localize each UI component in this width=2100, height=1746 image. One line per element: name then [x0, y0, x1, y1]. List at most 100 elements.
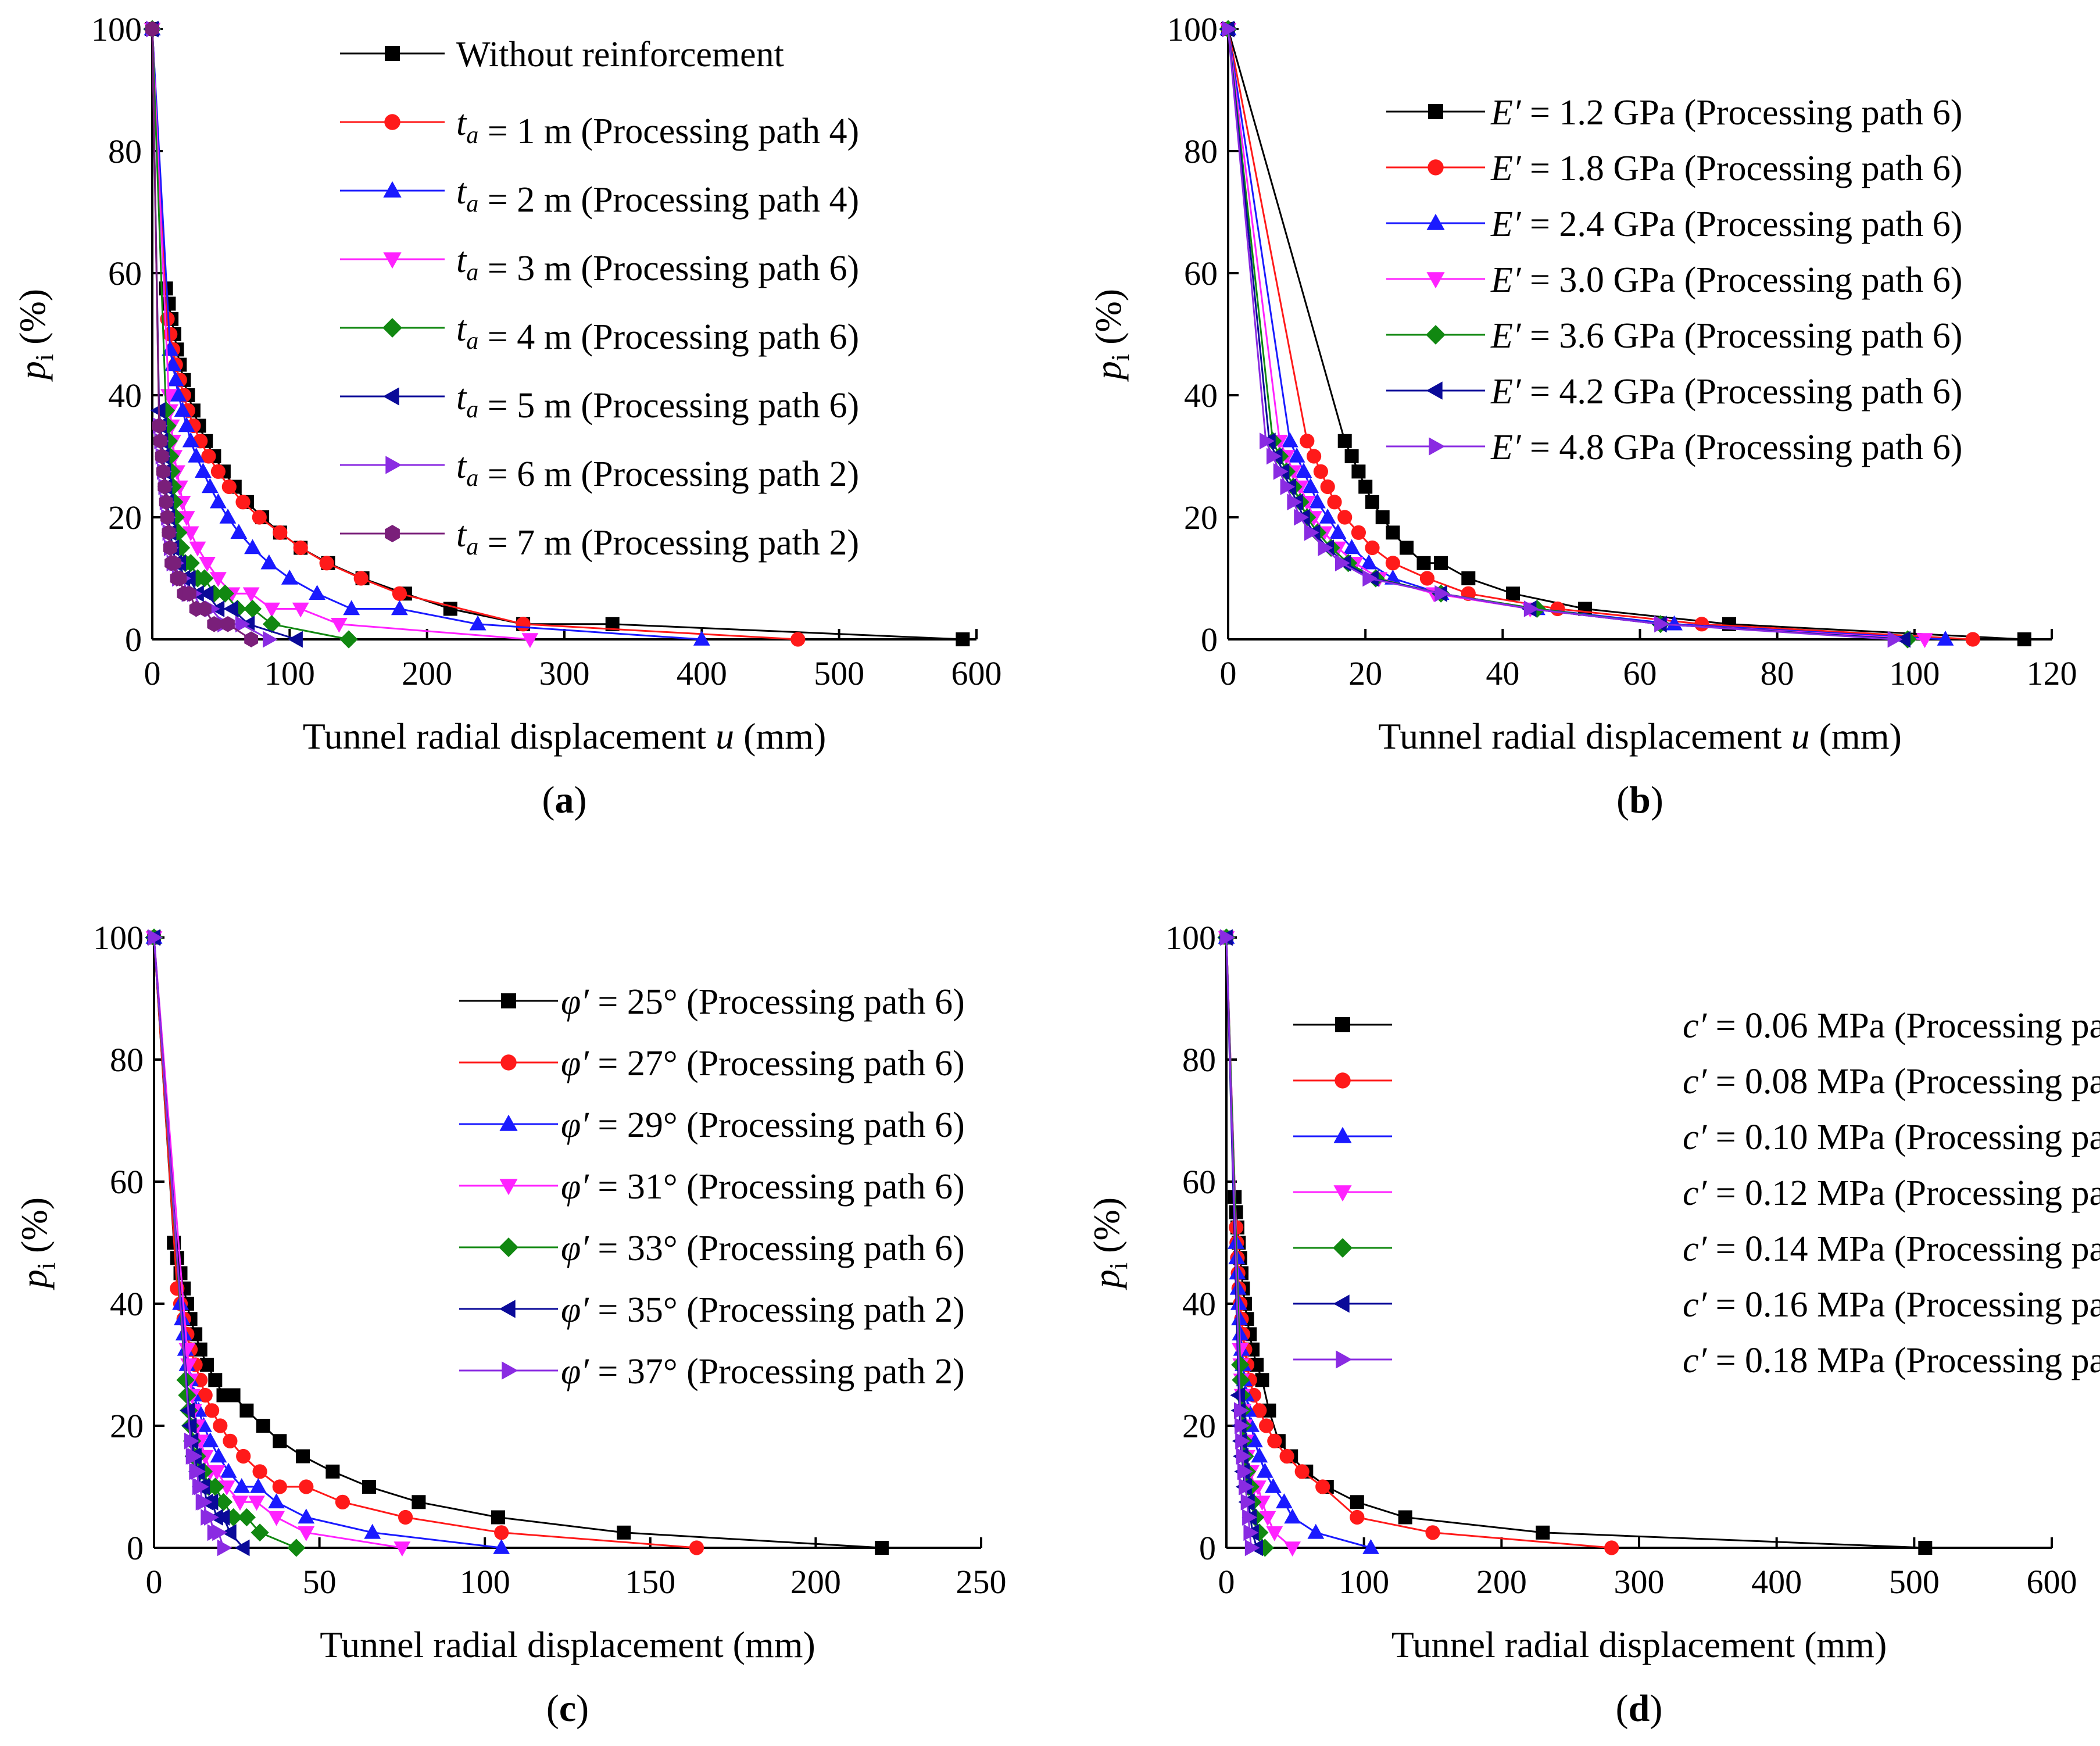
y-tick-label: 0: [125, 621, 142, 659]
data-point: [299, 1479, 314, 1494]
data-point: [201, 478, 219, 493]
data-point: [1281, 432, 1298, 448]
panel-b-elastic-modulus: 0 20 40 60 80 100 120 0 20 40 60 80 100 pi (%) Tunnel …: [1087, 10, 2077, 821]
data-point: [1300, 434, 1315, 449]
legend-entry: E′ = 3.0 GPa (Processing path 6): [1386, 260, 1962, 300]
data-point: [243, 599, 262, 618]
data-point: [1362, 1539, 1379, 1554]
data-point: [325, 1464, 340, 1479]
data-point: [1284, 1508, 1301, 1524]
data-point: [790, 632, 806, 647]
legend-label: ta = 7 m (Processing path 2): [456, 515, 859, 563]
legend-marker: [1333, 1238, 1353, 1258]
legend-entry: E′ = 4.8 GPa (Processing path 6): [1386, 428, 1962, 467]
data-point: [159, 494, 173, 510]
data-point: [1351, 525, 1366, 540]
x-tick-label: 500: [814, 654, 864, 692]
data-point: [1327, 495, 1342, 510]
data-point: [364, 1523, 381, 1539]
x-tick-label: 300: [1614, 1563, 1665, 1601]
data-point: [1350, 1495, 1364, 1509]
data-point: [188, 448, 205, 463]
x-tick-label: 80: [1761, 654, 1794, 692]
data-point: [1222, 20, 1237, 38]
data-point: [1351, 464, 1366, 479]
data-point: [218, 1480, 235, 1495]
x-axis-label: Tunnel radial displacement u (mm): [303, 715, 827, 757]
data-point: [1425, 1525, 1440, 1540]
data-point: [1523, 600, 1539, 617]
series-line: [1227, 28, 2024, 641]
data-point: [273, 1434, 287, 1448]
y-tick-label: 60: [1184, 255, 1218, 292]
data-point: [220, 1462, 237, 1478]
data-point: [2017, 632, 2031, 646]
data-point: [214, 1509, 230, 1526]
data-point: [1233, 1402, 1249, 1419]
legend-label: φ′ = 31° (Processing path 6): [561, 1167, 965, 1207]
legend-label: c′ = 0.16 MPa (Processing path 2): [1683, 1285, 2100, 1325]
legend-label: c′ = 0.14 MPa (Processing path 5): [1683, 1229, 2100, 1269]
data-point: [273, 525, 288, 540]
legend-marker: [1426, 325, 1446, 345]
data-point: [213, 1418, 228, 1433]
legend-label: ta = 5 m (Processing path 6): [456, 378, 859, 425]
y-tick-label: 20: [110, 1407, 144, 1445]
y-tick-label: 60: [1182, 1163, 1216, 1201]
data-point: [263, 602, 280, 618]
legend-label: E′ = 3.6 GPa (Processing path 6): [1490, 316, 1962, 356]
data-point: [1318, 539, 1333, 556]
data-point: [160, 509, 174, 525]
legend-entry: φ′ = 35° (Processing path 2): [459, 1290, 965, 1330]
data-point: [1313, 464, 1328, 479]
x-tick-label: 100: [1889, 654, 1940, 692]
data-point: [1329, 524, 1347, 539]
data-point: [1302, 478, 1319, 493]
legend-marker: [384, 114, 400, 130]
data-point: [469, 615, 486, 631]
data-point: [208, 1465, 226, 1480]
data-point: [1294, 1464, 1310, 1479]
x-tick-label: 50: [303, 1563, 337, 1601]
data-point: [217, 1539, 232, 1557]
data-point: [339, 630, 358, 649]
x-tick-label: 100: [1339, 1563, 1389, 1601]
data-point: [263, 631, 278, 648]
y-tick-label: 80: [108, 133, 142, 170]
data-point: [693, 631, 710, 646]
data-point: [156, 463, 170, 480]
data-point: [1365, 495, 1379, 509]
legend-a: Without reinforcement ta = 1 m (Processin…: [340, 35, 859, 563]
legend-marker: [385, 525, 400, 542]
panel-c-friction-angle: 0 50 100 150 200 250 0 20 40 60 80 100 pi (%) Tunnel …: [13, 919, 1007, 1730]
data-point: [235, 616, 251, 633]
x-tick-label: 500: [1889, 1563, 1940, 1601]
legend-entry: ta = 1 m (Processing path 4): [340, 103, 859, 151]
data-point: [214, 1493, 233, 1511]
legend-entry: φ′ = 31° (Processing path 6): [459, 1167, 965, 1207]
data-point: [272, 1479, 287, 1494]
x-axis-label: Tunnel radial displacement (mm): [1391, 1624, 1887, 1665]
legend-entry: c′ = 0.08 MPa (Processing path 6): [1293, 1062, 2100, 1101]
data-point: [195, 463, 212, 478]
legend-marker: [499, 1237, 518, 1257]
data-point: [148, 929, 163, 946]
data-point: [208, 1373, 223, 1387]
x-tick-label: 600: [2027, 1563, 2077, 1601]
panel-a-tunnel-reinforcement-thickness: 0 100 200 300 400 500 600 0 20 40 60 80 100 pi (%) Tun…: [12, 10, 1002, 821]
data-point: [1654, 616, 1669, 633]
x-tick-label: 300: [539, 654, 590, 692]
y-axis-label: pi (%): [13, 1197, 60, 1290]
x-axis-label: Tunnel radial displacement u (mm): [1378, 715, 1902, 757]
data-point: [199, 557, 216, 572]
data-point: [1385, 556, 1400, 571]
legend-entry: E′ = 3.6 GPa (Processing path 6): [1386, 316, 1962, 356]
data-point: [398, 1509, 413, 1525]
data-point: [1236, 1448, 1252, 1465]
data-point: [1550, 601, 1565, 617]
data-point: [288, 631, 303, 648]
panel-label: (c): [546, 1687, 589, 1730]
data-point: [298, 1508, 315, 1524]
data-point: [150, 402, 166, 419]
data-point: [1267, 448, 1282, 465]
